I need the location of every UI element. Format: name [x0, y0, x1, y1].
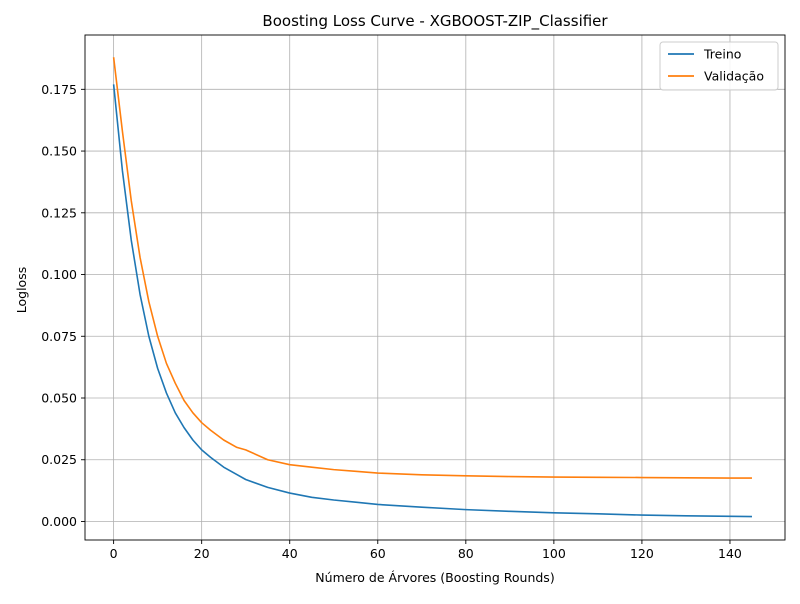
y-tick-label: 0.100 — [41, 267, 77, 282]
series-line-0 — [112, 84, 752, 518]
x-tick-label: 100 — [542, 546, 566, 561]
x-tick-label: 140 — [718, 546, 742, 561]
y-tick-label: 0.050 — [41, 391, 77, 406]
x-tick-label: 0 — [110, 546, 118, 561]
x-tick-label: 40 — [282, 546, 298, 561]
plot-frame — [84, 34, 786, 541]
x-tick-label: 120 — [630, 546, 654, 561]
grid-layer — [85, 35, 785, 540]
x-tick-label: 20 — [194, 546, 210, 561]
series-layer — [112, 57, 752, 518]
x-axis-label: Número de Árvores (Boosting Rounds) — [315, 570, 554, 585]
y-tick-label: 0.075 — [41, 329, 77, 344]
y-tick-label: 0.150 — [41, 144, 77, 159]
legend-label-0: Treino — [703, 47, 741, 62]
y-tick-label: 0.025 — [41, 452, 77, 467]
legend: Treino Validação — [659, 41, 779, 91]
y-tick-label: 0.175 — [41, 82, 77, 97]
x-tick-label: 60 — [370, 546, 386, 561]
x-tick-label: 80 — [458, 546, 474, 561]
y-axis-label: Logloss — [14, 267, 29, 313]
axes-layer: 0 20 40 60 80 100 120 140 0.000 0.025 0.050 0.075 0.… — [41, 34, 786, 561]
y-tick-label: 0.125 — [41, 205, 77, 220]
y-tick-label: 0.000 — [41, 514, 77, 529]
series-line-1 — [112, 57, 752, 479]
legend-label-1: Validação — [704, 69, 764, 84]
chart-title: Boosting Loss Curve - XGBOOST-ZIP_Classi… — [262, 12, 608, 31]
